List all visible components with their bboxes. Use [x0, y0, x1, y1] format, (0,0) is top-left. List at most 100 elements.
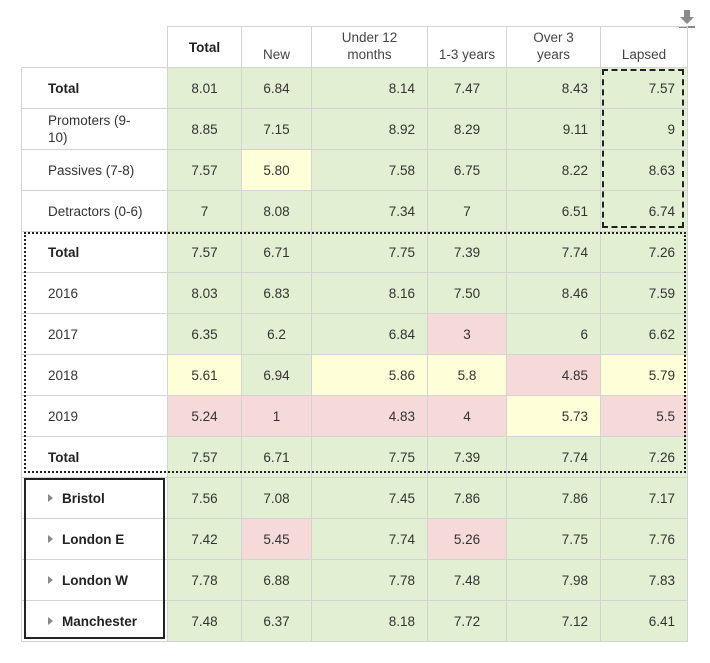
data-cell[interactable]: 9.11	[506, 108, 601, 150]
data-cell[interactable]: 7.78	[167, 559, 242, 601]
data-cell[interactable]: 6.2	[241, 313, 312, 355]
data-cell[interactable]: 3	[427, 313, 507, 355]
data-cell[interactable]: 6.35	[167, 313, 242, 355]
column-header-under-12-months[interactable]: Under 12 months	[311, 26, 428, 68]
data-cell[interactable]: 7.75	[506, 518, 601, 560]
row-group-header[interactable]: Bristol	[21, 477, 168, 519]
data-cell[interactable]: 6.37	[241, 600, 312, 642]
data-cell[interactable]: 1	[241, 395, 312, 437]
data-cell[interactable]: 5.24	[167, 395, 242, 437]
data-cell[interactable]: 7.74	[506, 436, 601, 478]
data-cell[interactable]: 7.12	[506, 600, 601, 642]
data-cell[interactable]: 7.74	[311, 518, 428, 560]
data-cell[interactable]: 6.51	[506, 190, 601, 232]
data-cell[interactable]: 7.47	[427, 67, 507, 109]
data-cell[interactable]: 7.74	[506, 231, 601, 273]
data-cell[interactable]: 8.16	[311, 272, 428, 314]
data-cell[interactable]: 8.63	[600, 149, 688, 191]
data-cell[interactable]: 7.56	[167, 477, 242, 519]
data-cell[interactable]: 7.17	[600, 477, 688, 519]
data-cell[interactable]: 7.83	[600, 559, 688, 601]
data-cell[interactable]: 9	[600, 108, 688, 150]
data-cell[interactable]: 6.75	[427, 149, 507, 191]
column-header-over-3-years[interactable]: Over 3 years	[506, 26, 601, 68]
data-cell[interactable]: 8.08	[241, 190, 312, 232]
data-cell[interactable]: 7.78	[311, 559, 428, 601]
data-cell[interactable]: 6.88	[241, 559, 312, 601]
data-cell[interactable]: 7.86	[506, 477, 601, 519]
data-cell[interactable]: 7.26	[600, 231, 688, 273]
data-cell[interactable]: 8.29	[427, 108, 507, 150]
data-cell[interactable]: 8.46	[506, 272, 601, 314]
data-cell[interactable]: 6.41	[600, 600, 688, 642]
data-cell[interactable]: 5.80	[241, 149, 312, 191]
data-cell[interactable]: 7.57	[167, 231, 242, 273]
data-cell[interactable]: 6.84	[311, 313, 428, 355]
data-cell[interactable]: 7.75	[311, 436, 428, 478]
data-cell[interactable]: 7.75	[311, 231, 428, 273]
data-cell[interactable]: 7	[167, 190, 242, 232]
data-cell[interactable]: 5.8	[427, 354, 507, 396]
data-cell[interactable]: 4.85	[506, 354, 601, 396]
data-cell[interactable]: 7.39	[427, 231, 507, 273]
data-cell[interactable]: 8.03	[167, 272, 242, 314]
data-cell[interactable]: 7.08	[241, 477, 312, 519]
data-cell[interactable]: 7.34	[311, 190, 428, 232]
data-cell[interactable]: 7.57	[167, 149, 242, 191]
data-cell[interactable]: 5.73	[506, 395, 601, 437]
data-cell[interactable]: 8.22	[506, 149, 601, 191]
data-cell[interactable]: 7.26	[600, 436, 688, 478]
data-cell[interactable]: 7.72	[427, 600, 507, 642]
data-cell[interactable]: 8.18	[311, 600, 428, 642]
data-cell[interactable]: 7.50	[427, 272, 507, 314]
data-cell[interactable]: 5.26	[427, 518, 507, 560]
row-group-header[interactable]: Manchester	[21, 600, 168, 642]
data-cell[interactable]: 4.83	[311, 395, 428, 437]
data-cell[interactable]: 5.61	[167, 354, 242, 396]
data-cell[interactable]: 7.57	[167, 436, 242, 478]
data-cell[interactable]: 8.01	[167, 67, 242, 109]
expand-caret-icon[interactable]	[48, 616, 53, 625]
data-cell[interactable]: 7	[427, 190, 507, 232]
row-group-header[interactable]: London E	[21, 518, 168, 560]
data-cell[interactable]: 5.86	[311, 354, 428, 396]
data-cell[interactable]: 7.86	[427, 477, 507, 519]
data-cell[interactable]: 6.71	[241, 231, 312, 273]
data-cell[interactable]: 8.92	[311, 108, 428, 150]
data-cell[interactable]: 7.45	[311, 477, 428, 519]
data-cell[interactable]: 5.45	[241, 518, 312, 560]
data-cell[interactable]: 7.39	[427, 436, 507, 478]
data-cell[interactable]: 6.84	[241, 67, 312, 109]
data-cell[interactable]: 6.74	[600, 190, 688, 232]
expand-caret-icon[interactable]	[48, 493, 53, 502]
expand-caret-icon[interactable]	[48, 575, 53, 584]
row-label: 2016	[48, 285, 79, 301]
data-cell[interactable]: 7.42	[167, 518, 242, 560]
data-cell[interactable]: 7.48	[427, 559, 507, 601]
data-cell[interactable]: 6.83	[241, 272, 312, 314]
data-cell[interactable]: 8.85	[167, 108, 242, 150]
data-cell[interactable]: 7.15	[241, 108, 312, 150]
data-cell[interactable]: 6.62	[600, 313, 688, 355]
data-cell[interactable]: 8.14	[311, 67, 428, 109]
column-header-total[interactable]: Total	[167, 26, 242, 68]
data-cell[interactable]: 7.48	[167, 600, 242, 642]
data-cell[interactable]: 7.76	[600, 518, 688, 560]
data-cell[interactable]: 7.57	[600, 67, 688, 109]
column-header-1-3-years[interactable]: 1-3 years	[427, 26, 507, 68]
data-cell[interactable]: 8.43	[506, 67, 601, 109]
row-header: Passives (7-8)	[21, 149, 168, 191]
data-cell[interactable]: 7.58	[311, 149, 428, 191]
row-group-header[interactable]: London W	[21, 559, 168, 601]
data-cell[interactable]: 6	[506, 313, 601, 355]
data-cell[interactable]: 5.79	[600, 354, 688, 396]
column-header-new[interactable]: New	[241, 26, 312, 68]
expand-caret-icon[interactable]	[48, 534, 53, 543]
data-cell[interactable]: 7.59	[600, 272, 688, 314]
data-cell[interactable]: 7.98	[506, 559, 601, 601]
data-cell[interactable]: 6.94	[241, 354, 312, 396]
data-cell[interactable]: 4	[427, 395, 507, 437]
data-cell[interactable]: 6.71	[241, 436, 312, 478]
data-cell[interactable]: 5.5	[600, 395, 688, 437]
column-header-lapsed[interactable]: Lapsed	[600, 26, 688, 68]
